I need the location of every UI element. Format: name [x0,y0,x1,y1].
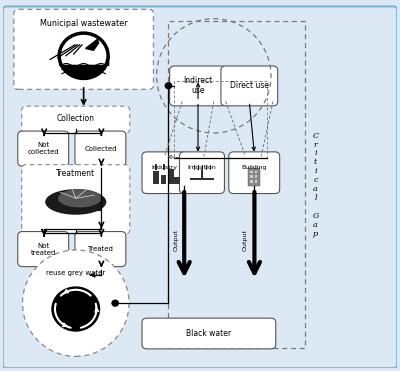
FancyBboxPatch shape [18,232,69,267]
Text: Not
treated: Not treated [30,243,56,256]
FancyBboxPatch shape [229,152,280,194]
FancyBboxPatch shape [22,165,130,234]
Text: Black water: Black water [186,329,232,338]
FancyBboxPatch shape [168,170,174,184]
Text: Not
collected: Not collected [27,142,59,155]
FancyBboxPatch shape [250,171,253,173]
FancyBboxPatch shape [201,169,203,178]
Text: C
r
i
t
i
c
a
l
 
G
a
p: C r i t i c a l G a p [312,132,319,237]
Text: Industry: Industry [152,165,178,170]
FancyBboxPatch shape [75,131,126,166]
Ellipse shape [45,189,106,215]
Ellipse shape [22,250,129,357]
FancyBboxPatch shape [250,180,253,183]
FancyBboxPatch shape [153,171,158,184]
FancyBboxPatch shape [162,164,165,170]
FancyBboxPatch shape [88,197,101,211]
FancyBboxPatch shape [248,168,260,186]
FancyBboxPatch shape [142,318,276,349]
Text: Collection: Collection [57,115,95,124]
Polygon shape [86,39,99,50]
Circle shape [59,33,108,78]
FancyBboxPatch shape [255,175,257,178]
FancyBboxPatch shape [221,66,278,106]
FancyBboxPatch shape [142,152,187,194]
Text: reuse grey water: reuse grey water [46,270,105,276]
FancyBboxPatch shape [22,106,130,133]
Text: Output: Output [173,229,178,251]
FancyBboxPatch shape [75,232,126,267]
Text: Treated: Treated [88,246,113,252]
FancyBboxPatch shape [250,175,253,178]
FancyBboxPatch shape [255,171,257,173]
Text: Municipal wastewater: Municipal wastewater [40,19,127,28]
FancyBboxPatch shape [18,131,69,166]
FancyBboxPatch shape [180,152,224,194]
Text: Indirect
use: Indirect use [184,76,213,95]
FancyBboxPatch shape [160,175,166,184]
Text: Treatment: Treatment [56,169,95,178]
Text: Irrigation: Irrigation [188,165,216,170]
FancyBboxPatch shape [3,6,397,368]
FancyBboxPatch shape [255,180,257,183]
FancyBboxPatch shape [190,178,214,180]
Text: Building: Building [242,165,267,170]
Ellipse shape [58,189,101,207]
FancyBboxPatch shape [14,9,154,89]
Circle shape [51,286,100,332]
FancyBboxPatch shape [170,66,226,106]
FancyBboxPatch shape [174,177,180,184]
Text: Direct use: Direct use [230,81,269,90]
Circle shape [112,300,118,306]
Text: Output: Output [243,229,248,251]
Text: Collected: Collected [84,145,117,152]
FancyBboxPatch shape [155,164,157,170]
Circle shape [165,83,172,89]
